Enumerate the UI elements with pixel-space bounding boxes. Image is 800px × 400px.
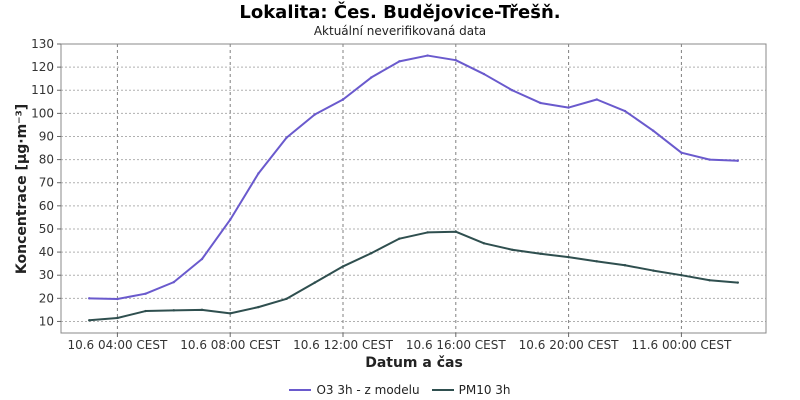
data-point — [511, 89, 513, 91]
data-point — [624, 110, 626, 112]
data-point — [567, 106, 569, 108]
legend-label: O3 3h - z modelu — [316, 383, 419, 397]
data-point — [596, 260, 598, 262]
data-point — [455, 59, 457, 61]
data-point — [144, 310, 146, 312]
data-point — [426, 231, 428, 233]
data-point — [88, 319, 90, 321]
y-tick-label: 30 — [39, 268, 54, 282]
data-point — [342, 98, 344, 100]
plot-frame — [61, 44, 766, 333]
y-axis: 10 20 30 40 50 60 70 80 90 100 110 120 130 — [31, 37, 61, 328]
data-point — [116, 298, 118, 300]
x-tick-label: 10.6 08:00 CEST — [180, 338, 281, 352]
data-point — [370, 76, 372, 78]
data-point — [652, 269, 654, 271]
data-point — [229, 219, 231, 221]
line-chart: 10 20 30 40 50 60 70 80 90 100 110 120 130 10.6 04:0… — [0, 0, 800, 380]
series-line-2 — [89, 232, 738, 321]
legend-label: PM10 3h — [459, 383, 511, 397]
data-point — [257, 172, 259, 174]
y-tick-label: 20 — [39, 291, 54, 305]
data-point — [285, 136, 287, 138]
x-tick-label: 10.6 20:00 CEST — [519, 338, 620, 352]
data-point — [144, 292, 146, 294]
y-tick-label: 100 — [31, 106, 54, 120]
y-tick-label: 60 — [39, 199, 54, 213]
data-point — [596, 98, 598, 100]
legend-swatch — [289, 389, 311, 391]
data-point — [370, 252, 372, 254]
y-tick-label: 90 — [39, 129, 54, 143]
legend-item: PM10 3h — [432, 383, 511, 397]
data-point — [680, 274, 682, 276]
data-point — [455, 231, 457, 233]
y-tick-label: 50 — [39, 222, 54, 236]
data-point — [426, 54, 428, 56]
data-point — [398, 237, 400, 239]
legend: O3 3h - z modelu PM10 3h — [0, 380, 800, 397]
legend-item: O3 3h - z modelu — [289, 383, 419, 397]
data-point — [201, 309, 203, 311]
data-point — [567, 256, 569, 258]
data-point — [624, 264, 626, 266]
data-point — [314, 113, 316, 115]
y-tick-label: 130 — [31, 37, 54, 51]
data-point — [201, 258, 203, 260]
data-point — [116, 317, 118, 319]
data-point — [483, 73, 485, 75]
y-tick-label: 70 — [39, 176, 54, 190]
data-point — [398, 60, 400, 62]
series-line-1 — [89, 56, 738, 299]
y-axis-label: Koncentrace [µg·m⁻³] — [14, 104, 30, 274]
x-axis: 10.6 04:00 CEST 10.6 08:00 CEST 10.6 12:00… — [67, 333, 732, 352]
y-tick-label: 110 — [31, 83, 54, 97]
data-point — [539, 252, 541, 254]
data-point — [257, 306, 259, 308]
data-point — [483, 242, 485, 244]
y-tick-label: 10 — [39, 314, 54, 328]
x-axis-label: Datum a čas — [365, 355, 463, 371]
data-point — [511, 249, 513, 251]
data-point — [285, 298, 287, 300]
data-point — [737, 160, 739, 162]
data-point — [173, 281, 175, 283]
grid — [61, 44, 766, 333]
data-point — [88, 297, 90, 299]
data-point — [708, 158, 710, 160]
data-point — [680, 151, 682, 153]
x-tick-label: 10.6 04:00 CEST — [67, 338, 168, 352]
data-point — [173, 309, 175, 311]
x-tick-label: 10.6 12:00 CEST — [293, 338, 394, 352]
data-point — [342, 265, 344, 267]
data-point — [229, 312, 231, 314]
data-point — [539, 102, 541, 104]
x-tick-label: 10.6 16:00 CEST — [406, 338, 507, 352]
y-tick-label: 80 — [39, 153, 54, 167]
y-tick-label: 120 — [31, 60, 54, 74]
legend-swatch — [432, 389, 454, 391]
data-point — [652, 130, 654, 132]
x-tick-label: 11.6 00:00 CEST — [631, 338, 732, 352]
data-point — [314, 281, 316, 283]
series — [88, 54, 739, 321]
data-point — [708, 279, 710, 281]
data-point — [737, 281, 739, 283]
y-tick-label: 40 — [39, 245, 54, 259]
